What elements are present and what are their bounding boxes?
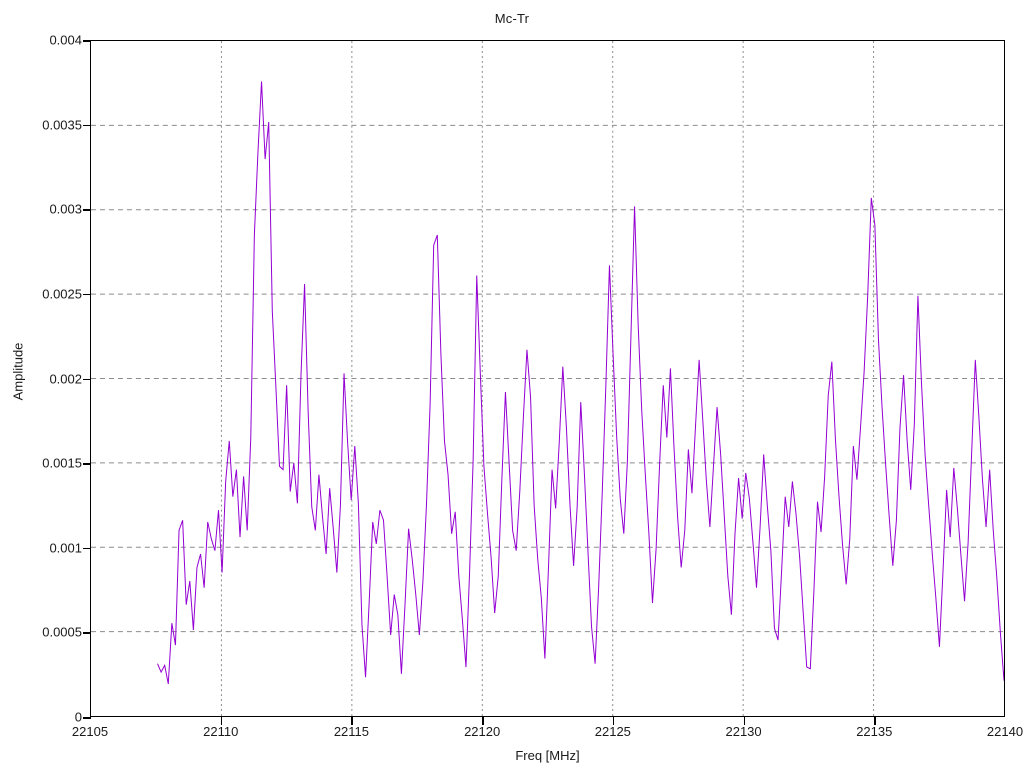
y-tick-mark	[83, 717, 91, 719]
plot-area	[90, 40, 1005, 717]
y-axis-title: Amplitude	[10, 342, 26, 401]
x-tick-mark	[220, 717, 223, 725]
y-tick-label: 0.004	[49, 32, 82, 48]
y-tick-mark	[83, 124, 91, 127]
y-tick-label: 0.001	[49, 540, 82, 556]
x-tick-label: 22130	[725, 724, 762, 739]
y-tick-mark	[83, 547, 91, 550]
x-tick-mark	[482, 717, 484, 725]
y-tick-mark	[83, 209, 91, 211]
y-axis-tick-labels: 0 0.0005 0.001 0.0015 0.002 0.0025 0.003 0.0035…	[0, 33, 82, 725]
x-tick-label: 22135	[856, 724, 893, 739]
y-tick-mark	[83, 293, 91, 296]
y-tick-mark	[83, 40, 91, 42]
y-tick-label: 0.0015	[42, 455, 82, 471]
y-tick-label: 0.0035	[42, 117, 82, 133]
x-axis-tick-labels: 22105 22110 22115 22120 22125 22130 22135 22140	[72, 724, 1023, 744]
x-tick-mark	[612, 717, 615, 725]
x-tick-mark	[351, 717, 354, 725]
y-tick-label: 0.0005	[42, 624, 82, 640]
chart-title: Mc-Tr	[494, 11, 530, 26]
x-tick-mark	[743, 717, 746, 725]
series-line-mc-tr	[91, 41, 1004, 716]
x-tick-label: 22115	[333, 724, 370, 739]
x-tick-label: 22125	[594, 724, 631, 739]
x-tick-label: 22105	[71, 724, 109, 739]
x-tick-mark	[874, 717, 876, 725]
y-tick-label: 0.002	[49, 371, 82, 386]
x-tick-label: 22110	[203, 724, 239, 739]
x-tick-label: 22140	[986, 724, 1024, 739]
x-axis-title: Freq [MHz]	[515, 748, 580, 763]
y-tick-mark	[83, 463, 91, 465]
y-tick-label: 0.003	[49, 201, 82, 217]
x-tick-label: 22120	[464, 724, 501, 739]
y-tick-mark	[83, 378, 91, 381]
y-tick-label: 0.0025	[42, 286, 82, 302]
y-tick-mark	[83, 632, 91, 634]
y-tick-label: 0	[74, 709, 82, 725]
